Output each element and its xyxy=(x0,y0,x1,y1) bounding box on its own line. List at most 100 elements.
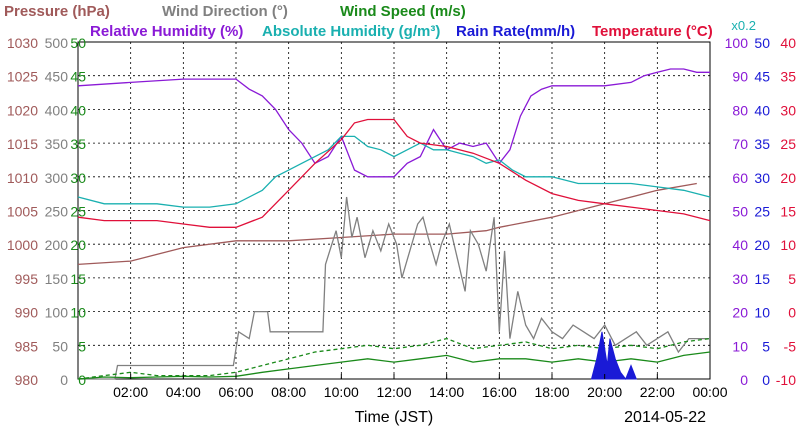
y-tick-label-relative-humidity: 100 xyxy=(725,35,749,51)
y-tick-label-rain-rate: 45 xyxy=(754,69,770,85)
x-tick-label: 14:00 xyxy=(429,384,464,400)
y-tick-label-wind-speed: 45 xyxy=(70,69,86,85)
x-tick-label: 04:00 xyxy=(166,384,201,400)
y-tick-label-relative-humidity: 50 xyxy=(732,204,748,220)
y-tick-label-wind-direction: 0 xyxy=(60,372,68,388)
legend-entry: Relative Humidity (%) xyxy=(90,23,243,40)
y-tick-label-temperature: 0 xyxy=(788,305,796,321)
y-tick-label-wind-speed: 10 xyxy=(70,305,86,321)
y-tick-label-rain-rate: 25 xyxy=(754,204,770,220)
y-tick-label-temperature: 10 xyxy=(780,237,796,253)
series-wind-direction xyxy=(78,196,710,380)
grid xyxy=(78,42,710,379)
y-tick-label-temperature: 25 xyxy=(780,136,796,152)
y-tick-label-rain-rate: 20 xyxy=(754,237,770,253)
y-tick-label-wind-direction: 500 xyxy=(45,35,69,51)
y-tick-label-relative-humidity: 90 xyxy=(732,69,748,85)
series-rain-rate-mm-h xyxy=(590,331,638,381)
y-tick-label-pressure: 990 xyxy=(15,305,39,321)
y-tick-label-pressure: 1020 xyxy=(7,102,38,118)
y-tick-label-wind-speed: 50 xyxy=(70,35,86,51)
y-tick-label-wind-speed: 5 xyxy=(78,338,86,354)
y-tick-label-temperature: 5 xyxy=(788,271,796,287)
y-tick-label-temperature: -10 xyxy=(776,372,796,388)
series-temperature-c xyxy=(77,118,711,228)
y-tick-label-pressure: 1030 xyxy=(7,35,38,51)
y-tick-label-rain-rate: 5 xyxy=(762,338,770,354)
y-tick-labels: 9809859909951000100510101015102010251030… xyxy=(7,35,796,388)
y-tick-label-wind-speed: 30 xyxy=(70,170,86,186)
legend-entry: Pressure (hPa) xyxy=(4,3,110,20)
y-tick-label-relative-humidity: 10 xyxy=(732,338,748,354)
y-tick-label-pressure: 995 xyxy=(15,271,39,287)
y-tick-label-wind-direction: 450 xyxy=(45,69,69,85)
y-tick-label-wind-speed: 15 xyxy=(70,271,86,287)
y-tick-label-relative-humidity: 30 xyxy=(732,271,748,287)
y-tick-label-rain-rate: 30 xyxy=(754,170,770,186)
y-tick-label-wind-speed: 25 xyxy=(70,204,86,220)
y-tick-label-wind-speed: 20 xyxy=(70,237,86,253)
y-tick-label-relative-humidity: 20 xyxy=(732,305,748,321)
x-tick-label: 10:00 xyxy=(324,384,359,400)
x-tick-label: 18:00 xyxy=(534,384,569,400)
y-tick-label-wind-speed: 35 xyxy=(70,136,86,152)
y-tick-label-pressure: 1025 xyxy=(7,69,38,85)
y-tick-label-wind-direction: 350 xyxy=(45,136,69,152)
y-tick-label-temperature: -5 xyxy=(784,338,797,354)
x-axis-label: Time (JST) xyxy=(355,409,434,426)
y-tick-label-relative-humidity: 60 xyxy=(732,170,748,186)
y-tick-label-relative-humidity: 0 xyxy=(740,372,748,388)
y-tick-label-rain-rate: 35 xyxy=(754,136,770,152)
x-tick-label: 06:00 xyxy=(218,384,253,400)
y-tick-label-rain-rate: 15 xyxy=(754,271,770,287)
x-tick-label: 12:00 xyxy=(376,384,411,400)
y-tick-label-pressure: 1010 xyxy=(7,170,38,186)
legend-entry: Wind Direction (°) xyxy=(162,3,288,20)
y-tick-label-wind-direction: 100 xyxy=(45,305,69,321)
y-tick-label-wind-direction: 200 xyxy=(45,237,69,253)
y-tick-label-wind-direction: 400 xyxy=(45,102,69,118)
y-tick-label-wind-speed: 0 xyxy=(78,372,86,388)
legend-entry: Absolute Humidity (g/m³) xyxy=(262,23,440,40)
legend-entry: Wind Speed (m/s) xyxy=(340,3,466,20)
y-tick-label-pressure: 1005 xyxy=(7,204,38,220)
y-tick-label-pressure: 1015 xyxy=(7,136,38,152)
y-tick-label-pressure: 1000 xyxy=(7,237,38,253)
x-tick-labels: 02:00 04:00 06:00 08:00 10:00 12:00 14:00 16:00… xyxy=(113,374,728,400)
y-tick-label-relative-humidity: 40 xyxy=(732,237,748,253)
y-tick-label-wind-direction: 50 xyxy=(52,338,68,354)
x-tick-label: 20:00 xyxy=(587,384,622,400)
legend: Pressure (hPa) Wind Direction (°) Wind Spe… xyxy=(4,3,756,40)
x-tick-label: 08:00 xyxy=(271,384,306,400)
y-tick-label-wind-direction: 150 xyxy=(45,271,69,287)
x-tick-label: 16:00 xyxy=(482,384,517,400)
y-tick-label-rain-rate: 10 xyxy=(754,305,770,321)
x-tick-label: 00:00 xyxy=(692,384,727,400)
x-tick-label: 22:00 xyxy=(640,384,675,400)
y-tick-label-pressure: 985 xyxy=(15,338,39,354)
abs-humidity-scale-note: x0.2 xyxy=(731,18,756,33)
y-tick-label-temperature: 40 xyxy=(780,35,796,51)
x-tick-label: 02:00 xyxy=(113,384,148,400)
y-tick-label-rain-rate: 50 xyxy=(754,35,770,51)
y-tick-label-relative-humidity: 80 xyxy=(732,102,748,118)
legend-entry: Rain Rate(mm/h) xyxy=(456,23,575,40)
y-tick-label-relative-humidity: 70 xyxy=(732,136,748,152)
y-tick-label-temperature: 20 xyxy=(780,170,796,186)
date-label: 2014-05-22 xyxy=(624,409,706,426)
y-tick-label-temperature: 35 xyxy=(780,69,796,85)
y-tick-label-wind-direction: 300 xyxy=(45,170,69,186)
y-tick-label-temperature: 15 xyxy=(780,204,796,220)
legend-entry: Temperature (°C) xyxy=(592,23,713,40)
y-tick-label-wind-direction: 250 xyxy=(45,204,69,220)
series-layer xyxy=(77,68,711,381)
series-relative-humidity xyxy=(77,68,710,178)
y-tick-label-wind-speed: 40 xyxy=(70,102,86,118)
y-tick-label-rain-rate: 40 xyxy=(754,102,770,118)
y-tick-label-temperature: 30 xyxy=(780,102,796,118)
y-tick-label-rain-rate: 0 xyxy=(762,372,770,388)
series-pressure-hpa xyxy=(77,182,697,266)
series-absolute-humidity-g-m xyxy=(77,135,711,208)
y-tick-label-pressure: 980 xyxy=(15,372,39,388)
